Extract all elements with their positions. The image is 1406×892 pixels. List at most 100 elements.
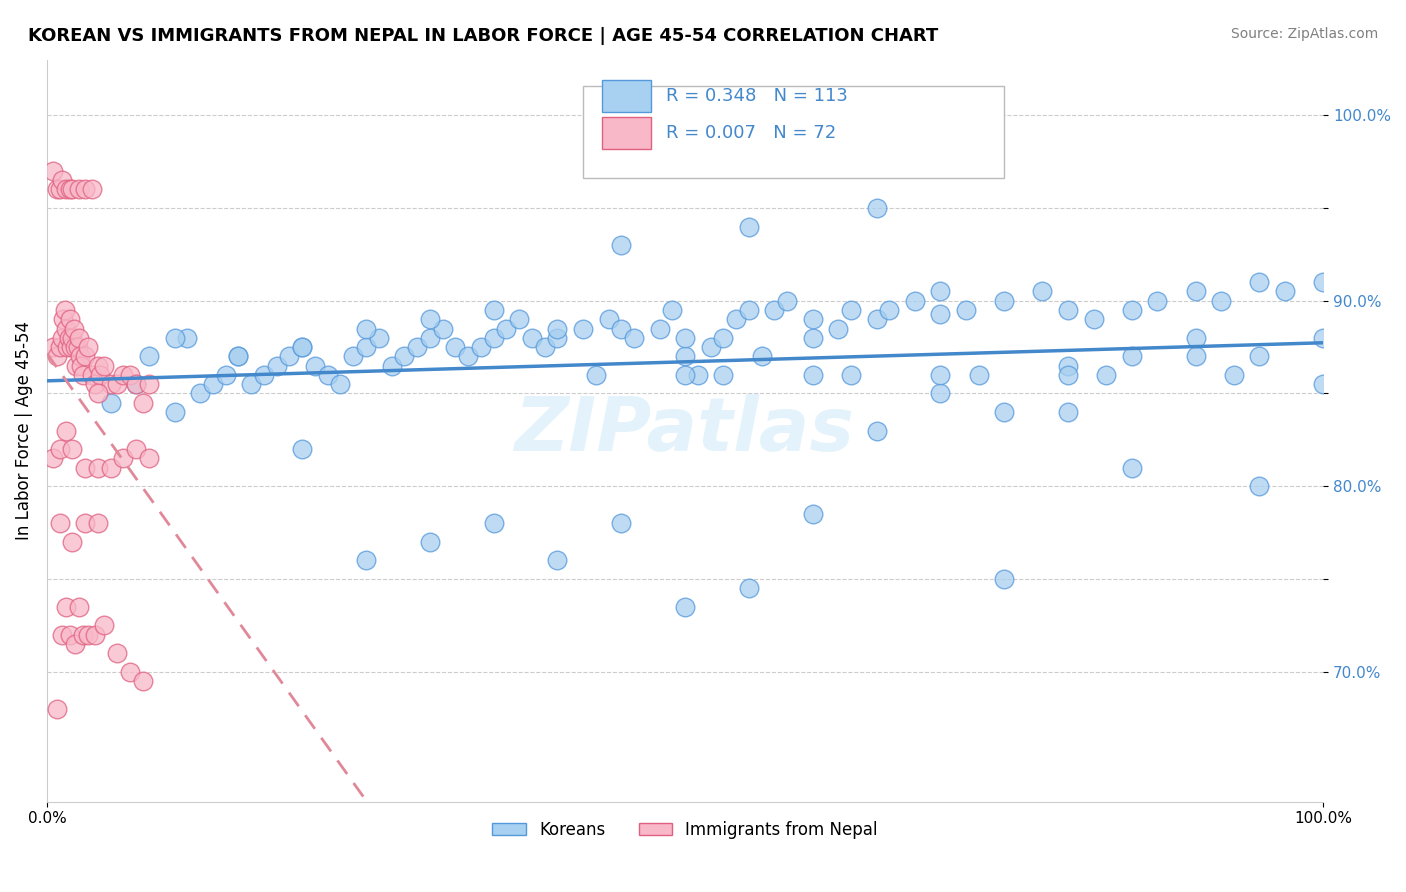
Point xyxy=(673,599,696,614)
Point xyxy=(585,368,607,382)
Point xyxy=(67,599,90,614)
Point xyxy=(118,368,141,382)
Point xyxy=(572,321,595,335)
FancyBboxPatch shape xyxy=(602,80,651,112)
Text: R = 0.007   N = 72: R = 0.007 N = 72 xyxy=(666,124,837,142)
Point xyxy=(70,359,93,373)
Point xyxy=(354,340,377,354)
Point xyxy=(53,303,76,318)
Text: R = 0.348   N = 113: R = 0.348 N = 113 xyxy=(666,87,848,105)
Point xyxy=(59,182,82,196)
Point xyxy=(546,331,568,345)
Point xyxy=(865,424,887,438)
Point xyxy=(623,331,645,345)
Point xyxy=(673,368,696,382)
Point xyxy=(55,599,77,614)
Point xyxy=(776,293,799,308)
Point xyxy=(839,368,862,382)
Point xyxy=(163,331,186,345)
Point xyxy=(1184,350,1206,364)
Point xyxy=(42,451,65,466)
Point xyxy=(214,368,236,382)
Point xyxy=(1249,350,1271,364)
Point xyxy=(65,359,87,373)
Point xyxy=(75,516,97,531)
Point xyxy=(1223,368,1246,382)
Point xyxy=(76,340,98,354)
Point xyxy=(482,331,505,345)
Point xyxy=(87,359,110,373)
Point xyxy=(879,303,901,318)
Point xyxy=(673,331,696,345)
Point xyxy=(354,321,377,335)
Point xyxy=(55,182,77,196)
Point xyxy=(87,386,110,401)
Point xyxy=(1121,303,1143,318)
Point xyxy=(1057,405,1080,419)
Point xyxy=(508,312,530,326)
Point xyxy=(59,312,82,326)
Point xyxy=(406,340,429,354)
Point xyxy=(993,572,1015,586)
Point xyxy=(72,627,94,641)
Point xyxy=(1095,368,1118,382)
Point xyxy=(51,627,73,641)
Point xyxy=(60,340,83,354)
Point xyxy=(993,405,1015,419)
Point xyxy=(93,359,115,373)
Point xyxy=(62,331,84,345)
Point xyxy=(62,534,84,549)
Point xyxy=(291,442,314,457)
Point xyxy=(1057,368,1080,382)
Point xyxy=(112,451,135,466)
Point xyxy=(253,368,276,382)
Point xyxy=(240,377,263,392)
Point xyxy=(84,377,107,392)
Point xyxy=(648,321,671,335)
Point xyxy=(63,637,86,651)
Point xyxy=(865,312,887,326)
Point xyxy=(105,646,128,660)
Point xyxy=(291,340,314,354)
Point xyxy=(1249,275,1271,289)
Point xyxy=(801,331,824,345)
Point xyxy=(1274,285,1296,299)
Point xyxy=(75,182,97,196)
Point xyxy=(138,350,160,364)
Point xyxy=(125,377,148,392)
Point xyxy=(432,321,454,335)
Point xyxy=(367,331,389,345)
Point xyxy=(72,368,94,382)
Point xyxy=(87,516,110,531)
Point xyxy=(125,442,148,457)
Point xyxy=(699,340,721,354)
Point xyxy=(87,460,110,475)
Point xyxy=(1057,359,1080,373)
Point xyxy=(457,350,479,364)
Point xyxy=(55,424,77,438)
Point xyxy=(266,359,288,373)
Point xyxy=(93,618,115,632)
Text: KOREAN VS IMMIGRANTS FROM NEPAL IN LABOR FORCE | AGE 45-54 CORRELATION CHART: KOREAN VS IMMIGRANTS FROM NEPAL IN LABOR… xyxy=(28,27,938,45)
Point xyxy=(763,303,786,318)
Point xyxy=(533,340,555,354)
Point xyxy=(62,182,84,196)
Point xyxy=(354,553,377,567)
Point xyxy=(131,396,153,410)
Point xyxy=(46,182,69,196)
Point xyxy=(67,331,90,345)
Point xyxy=(131,673,153,688)
Point xyxy=(112,368,135,382)
FancyBboxPatch shape xyxy=(602,118,651,149)
Point xyxy=(1312,331,1334,345)
Point xyxy=(125,377,148,392)
Point xyxy=(228,350,250,364)
Point xyxy=(929,368,952,382)
Point xyxy=(967,368,990,382)
Point xyxy=(1057,303,1080,318)
Point xyxy=(63,340,86,354)
Point xyxy=(929,285,952,299)
Point xyxy=(58,331,80,345)
Point xyxy=(1312,275,1334,289)
Point xyxy=(520,331,543,345)
